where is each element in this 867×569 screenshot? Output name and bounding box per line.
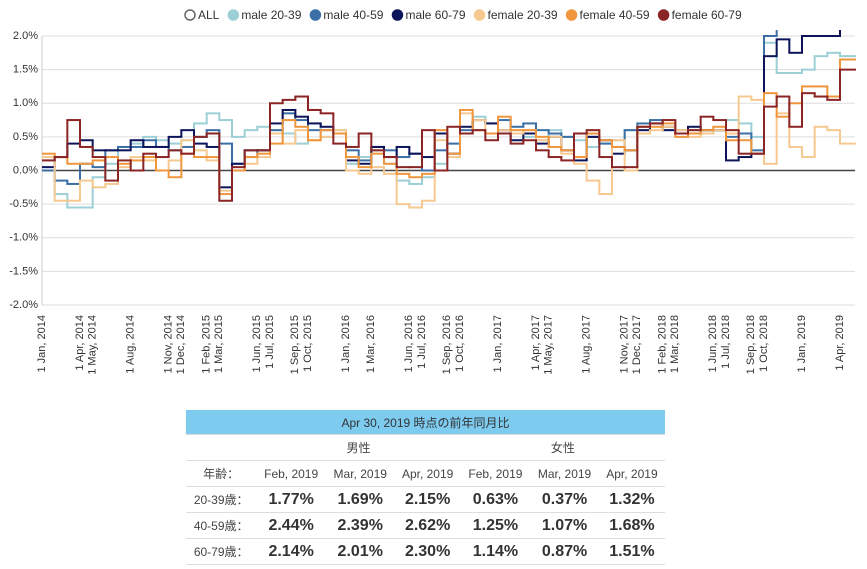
legend-label: ALL xyxy=(198,8,220,22)
x-tick-label: 1 Jul, 2015 xyxy=(264,315,276,369)
y-tick-label: 2.0% xyxy=(13,30,38,42)
table-cell: 2.44% xyxy=(256,512,326,539)
x-tick-label: 1 May, 2017 xyxy=(543,315,555,375)
table-cell: Apr, 2019 xyxy=(598,460,665,487)
table-cell xyxy=(186,434,257,461)
table-cell: 0.63% xyxy=(460,486,531,513)
legend-label: male 60-79 xyxy=(405,8,465,22)
x-tick-label: 1 Sep, 2016 xyxy=(441,315,453,374)
table-cell: Mar, 2019 xyxy=(530,460,599,487)
y-tick-label: -2.0% xyxy=(9,299,38,311)
x-tick-label: 1 Aug, 2017 xyxy=(581,315,593,374)
plot xyxy=(42,30,856,209)
table-cell: 60-79歳： xyxy=(186,538,257,565)
table-row: 年齢： Feb, 2019 Mar, 2019 Apr, 2019 Feb, 2019 M… xyxy=(186,460,665,487)
table-cell: 年齢： xyxy=(186,460,257,487)
table-cell: 2.15% xyxy=(394,486,461,513)
table-row: 40-59歳： 2.44% 2.39% 2.62% 1.25% 1.07% 1.68% xyxy=(186,512,665,539)
x-tick-label: 1 Apr, 2019 xyxy=(834,315,846,371)
x-tick-label: 1 Nov, 2014 xyxy=(163,315,175,374)
x-tick-label: 1 Mar, 2018 xyxy=(669,315,681,373)
legend-label: female 20-39 xyxy=(488,8,558,22)
legend-marker xyxy=(473,9,486,21)
table-cell: 2.14% xyxy=(256,538,326,565)
table-cell: 1.07% xyxy=(530,512,599,539)
x-tick-label: 1 Jul, 2018 xyxy=(720,315,732,369)
x-tick-label: 1 Oct, 2015 xyxy=(302,315,314,372)
y-tick-label: 0.0% xyxy=(13,164,38,176)
table-cell: 1.25% xyxy=(460,512,531,539)
table-cell: 1.51% xyxy=(598,538,665,565)
x-tick-label: 1 Jun, 2018 xyxy=(707,315,719,373)
x-tick-label: 1 Jun, 2015 xyxy=(251,315,263,373)
x-tick-label: 1 Nov, 2017 xyxy=(619,315,631,374)
legend-marker xyxy=(309,9,322,21)
y-tick-label: 1.5% xyxy=(13,64,38,76)
y-tick-label: 0.5% xyxy=(13,131,38,143)
x-tick-label: 1 Apr, 2017 xyxy=(530,315,542,371)
table-cell: 0.37% xyxy=(530,486,599,513)
table-cell: 40-59歳： xyxy=(186,512,257,539)
table-cell: 2.39% xyxy=(325,512,395,539)
x-tick-label: 1 Mar, 2016 xyxy=(365,315,377,373)
table-cell: Apr 30, 2019 時点の前年同月比 xyxy=(186,410,665,435)
table-cell: Mar, 2019 xyxy=(325,460,395,487)
x-tick-label: 1 Oct, 2016 xyxy=(454,315,466,372)
table-cell: 男性 xyxy=(256,434,461,461)
table-cell: Feb, 2019 xyxy=(256,460,326,487)
x-tick-label: 1 Dec, 2017 xyxy=(631,315,643,374)
x-tick-label: 1 Feb, 2018 xyxy=(657,315,669,374)
table-row: 60-79歳： 2.14% 2.01% 2.30% 1.14% 0.87% 1.51% xyxy=(186,538,665,565)
x-tick-label: 1 Feb, 2015 xyxy=(201,315,213,374)
table-cell: Feb, 2019 xyxy=(460,460,531,487)
x-tick-label: 1 Dec, 2014 xyxy=(175,315,187,374)
x-tick-label: 1 Jul, 2016 xyxy=(416,315,428,369)
x-tick-label: 1 May, 2014 xyxy=(87,315,99,375)
legend-label: male 20-39 xyxy=(241,8,301,22)
x-tick-label: 1 Jan, 2016 xyxy=(340,315,352,373)
x-tick-label: 1 Sep, 2018 xyxy=(745,315,757,374)
table-cell: 1.77% xyxy=(256,486,326,513)
table-cell: 0.87% xyxy=(530,538,599,565)
table-cell: 1.32% xyxy=(598,486,665,513)
legend-marker xyxy=(227,9,240,21)
table-cell: 2.62% xyxy=(394,512,461,539)
chart: -2.0% -1.5% -1.0% -0.5% 0.0% 0.5% 1.0% 1.5% 2.0%… xyxy=(9,8,856,375)
y-tick-label: -0.5% xyxy=(9,198,38,210)
legend-marker xyxy=(184,9,196,21)
table-cell: Apr, 2019 xyxy=(394,460,461,487)
table-row: Apr 30, 2019 時点の前年同月比 xyxy=(186,410,665,435)
legend-marker xyxy=(391,9,404,21)
x-tick-label: 1 Apr, 2014 xyxy=(74,315,86,371)
table-row: 男性 女性 xyxy=(186,434,665,461)
y-tick-label: -1.0% xyxy=(9,232,38,244)
x-tick-label: 1 Sep, 2015 xyxy=(289,315,301,374)
x-tick-label: 1 Jan, 2019 xyxy=(796,315,808,373)
table-cell: 20-39歳： xyxy=(186,486,257,513)
x-tick-label: 1 Aug, 2014 xyxy=(125,315,137,374)
table-cell: 1.14% xyxy=(460,538,531,565)
y-tick-label: -1.5% xyxy=(9,265,38,277)
x-tick-label: 1 Mar, 2015 xyxy=(213,315,225,373)
x-tick-label: 1 Oct, 2018 xyxy=(758,315,770,372)
table-cell: 1.69% xyxy=(325,486,395,513)
summary-table: Apr 30, 2019 時点の前年同月比 男性 女性 年齢： Feb, 2019 Mar… xyxy=(186,410,665,565)
y-tick-label: 1.0% xyxy=(13,97,38,109)
table-cell: 2.30% xyxy=(394,538,461,565)
x-tick-label: 1 Jan, 2014 xyxy=(36,315,48,373)
table-cell: 2.01% xyxy=(325,538,395,565)
table-cell: 1.68% xyxy=(598,512,665,539)
x-tick-label: 1 Jun, 2016 xyxy=(403,315,415,373)
legend-marker xyxy=(565,9,578,21)
legend-label: female 40-59 xyxy=(580,8,650,22)
table-row: 20-39歳： 1.77% 1.69% 2.15% 0.63% 0.37% 1.32% xyxy=(186,486,665,513)
legend-label: male 40-59 xyxy=(323,8,383,22)
x-tick-label: 1 Jan, 2017 xyxy=(492,315,504,373)
legend-marker xyxy=(657,9,670,21)
table-cell: 女性 xyxy=(460,434,665,461)
legend-label: female 60-79 xyxy=(672,8,742,22)
